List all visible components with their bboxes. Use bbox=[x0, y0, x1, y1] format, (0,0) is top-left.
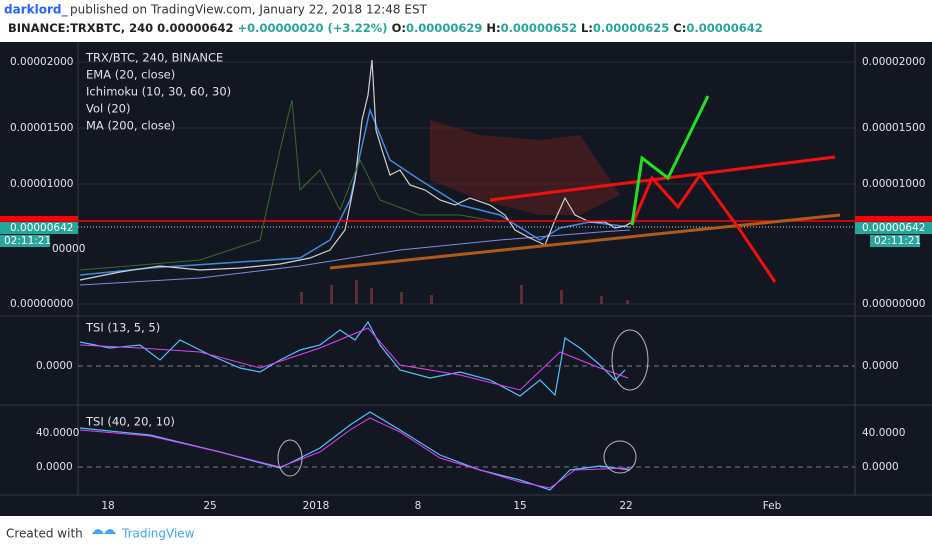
y-label-left: 0.0000 bbox=[36, 461, 73, 473]
ohlc-label: L: bbox=[581, 21, 593, 35]
ohlc-value: 0.00000652 bbox=[501, 21, 577, 35]
ohlc-text: BINANCE:TRXBTC, 240 0.00000642 +0.00000020… bbox=[8, 21, 763, 35]
trendline-red bbox=[489, 155, 836, 202]
legend: EMA (20, close) bbox=[86, 68, 175, 82]
x-label: Feb bbox=[763, 500, 782, 512]
y-label-right: 0.00002000 bbox=[862, 56, 925, 68]
legend: Ichimoku (10, 30, 60, 30) bbox=[86, 85, 231, 99]
volume bbox=[300, 280, 629, 304]
change: +0.00000020 (+3.22%) bbox=[237, 21, 387, 35]
red-tag-right bbox=[855, 216, 932, 221]
y-label-left: 0.00001500 bbox=[10, 122, 73, 134]
symbol: BINANCE:TRXBTC, 240 bbox=[8, 21, 153, 35]
tsi2-signal bbox=[79, 417, 631, 489]
red-path bbox=[630, 172, 777, 283]
ohlc-label: O: bbox=[392, 21, 406, 35]
y-label-left: 0.0000 bbox=[36, 360, 73, 372]
tv-logo bbox=[92, 529, 116, 534]
ohlc-value: 0.00000642 bbox=[686, 21, 762, 35]
trendline-brown bbox=[329, 213, 841, 270]
pane-borders bbox=[0, 42, 932, 496]
legend: Vol (20) bbox=[86, 102, 130, 116]
x-label: 18 bbox=[101, 500, 114, 512]
created-with: Created with bbox=[6, 527, 83, 541]
y-label-right: 0.00000000 bbox=[862, 298, 925, 310]
x-label: 2018 bbox=[303, 500, 330, 512]
y-label-right: 0.0000 bbox=[862, 461, 899, 473]
price-tag: 0.00000642 bbox=[10, 222, 73, 234]
price-tag-left bbox=[0, 222, 78, 234]
legend: TSI (13, 5, 5) bbox=[85, 321, 160, 335]
red-tag-left bbox=[0, 216, 78, 221]
y-label-partial: 00000 bbox=[52, 243, 85, 255]
chikou bbox=[79, 99, 501, 271]
price-tag-right bbox=[855, 222, 932, 234]
circle bbox=[611, 329, 649, 391]
y-label-left: 40.0000 bbox=[36, 427, 79, 439]
brand[interactable]: TradingView bbox=[121, 527, 195, 541]
circle bbox=[277, 439, 303, 477]
countdown: 02:11:21 bbox=[4, 235, 51, 247]
ma bbox=[79, 229, 631, 286]
y-label-left: 0.00000000 bbox=[10, 298, 73, 310]
x-label: 22 bbox=[619, 500, 632, 512]
ohlc-label: C: bbox=[673, 21, 686, 35]
countdown-left bbox=[0, 235, 50, 247]
countdown-right bbox=[870, 235, 920, 247]
price: 0.00000642 bbox=[157, 21, 233, 35]
y-label-right: 0.0000 bbox=[862, 360, 899, 372]
author[interactable]: darklord_ bbox=[4, 3, 67, 18]
tsi1-signal bbox=[79, 327, 629, 391]
published: published on TradingView.com, January 22… bbox=[70, 3, 428, 17]
y-label-right: 0.00001500 bbox=[862, 122, 925, 134]
y-label-left: 0.00002000 bbox=[10, 56, 73, 68]
x-label: 15 bbox=[513, 500, 526, 512]
price-path bbox=[79, 59, 633, 281]
y-label-right: 40.0000 bbox=[862, 427, 905, 439]
grid bbox=[78, 61, 855, 305]
ohlc-value: 0.00000625 bbox=[593, 21, 669, 35]
legend: TSI (40, 20, 10) bbox=[85, 415, 175, 429]
price-tag: 0.00000642 bbox=[862, 222, 925, 234]
green-path bbox=[630, 95, 710, 226]
ema bbox=[79, 107, 631, 276]
tsi1-line bbox=[79, 320, 626, 397]
ohlc-value: 0.00000629 bbox=[406, 21, 482, 35]
ohlc-line: BINANCE:TRXBTC, 240 0.00000642 +0.00000020… bbox=[8, 21, 763, 35]
countdown: 02:11:21 bbox=[874, 235, 921, 247]
y-label-left: 0.00001000 bbox=[10, 178, 73, 190]
chart-bg bbox=[0, 42, 932, 516]
x-label: 25 bbox=[203, 500, 216, 512]
ohlc-label: H: bbox=[486, 21, 500, 35]
legend: TRX/BTC, 240, BINANCE bbox=[85, 51, 223, 65]
legend: MA (200, close) bbox=[86, 119, 175, 133]
x-label: 8 bbox=[415, 500, 422, 512]
circle bbox=[603, 440, 637, 474]
y-label-right: 0.00001000 bbox=[862, 178, 925, 190]
cloud bbox=[430, 120, 620, 215]
